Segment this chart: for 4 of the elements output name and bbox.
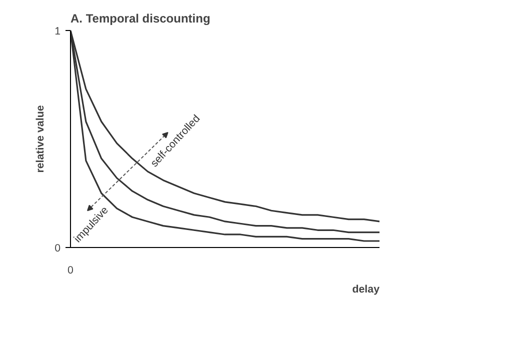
x-axis-title: delay xyxy=(352,284,380,296)
y-tick-label: 1 xyxy=(54,26,61,38)
y-axis-title: relative value xyxy=(34,105,47,173)
chart-title: A. Temporal discounting xyxy=(70,12,210,26)
